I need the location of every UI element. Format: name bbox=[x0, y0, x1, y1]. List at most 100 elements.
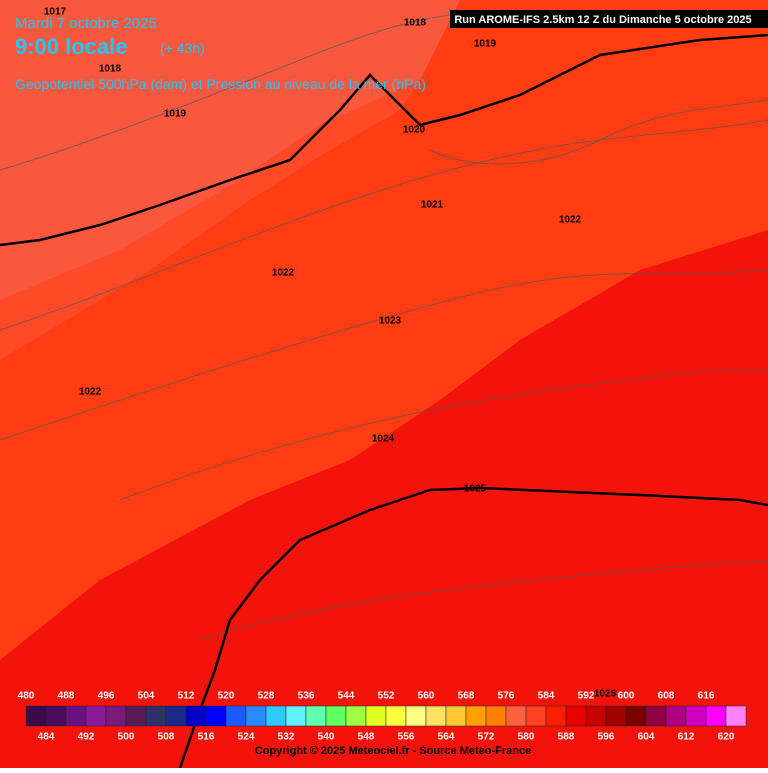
colorbar-label: 536 bbox=[298, 691, 315, 702]
time: 9:00 locale bbox=[15, 34, 128, 59]
field: Geopotentiel 500hPa (dam) et Pression au… bbox=[15, 76, 426, 92]
colorbar-swatch bbox=[405, 705, 427, 727]
colorbar-label: 484 bbox=[38, 732, 55, 743]
copyright: Copyright © 2025 Meteociel.fr - Source M… bbox=[255, 745, 531, 757]
zone-mid bbox=[0, 80, 420, 360]
zone-light bbox=[0, 0, 460, 300]
colorbar-swatch bbox=[145, 705, 167, 727]
colorbar-label: 532 bbox=[278, 732, 295, 743]
contours bbox=[0, 9, 768, 641]
colorbar-swatch bbox=[385, 705, 407, 727]
colorbar-swatch bbox=[205, 705, 227, 727]
isobar-label: 1024 bbox=[372, 434, 395, 445]
colorbar-label: 500 bbox=[118, 732, 135, 743]
colorbar-label: 616 bbox=[698, 691, 715, 702]
colorbar-label: 620 bbox=[718, 732, 735, 743]
colorbar-label: 528 bbox=[258, 691, 275, 702]
colorbar-swatch bbox=[165, 705, 187, 727]
colorbar-swatch bbox=[105, 705, 127, 727]
run-box bbox=[450, 10, 768, 28]
colorbar-swatch bbox=[525, 705, 547, 727]
colorbar-label: 540 bbox=[318, 732, 335, 743]
colorbar-label: 488 bbox=[58, 691, 75, 702]
isobar-label: 1018 bbox=[404, 18, 427, 29]
colorbar-label: 564 bbox=[438, 732, 455, 743]
run: Run AROME-IFS 2.5km 12 Z du Dimanche 5 o… bbox=[454, 14, 751, 26]
colorbar-swatch bbox=[685, 705, 707, 727]
colorbar-swatch bbox=[665, 705, 687, 727]
colorbar-swatch bbox=[365, 705, 387, 727]
colorbar-swatch bbox=[245, 705, 267, 727]
colorbar-swatch bbox=[65, 705, 87, 727]
colorbar-swatch bbox=[225, 705, 247, 727]
colorbar-label: 552 bbox=[378, 691, 395, 702]
colorbar-swatch bbox=[325, 705, 347, 727]
colorbar-swatch bbox=[185, 705, 207, 727]
colorbar-swatch bbox=[85, 705, 107, 727]
isobar-label: 1023 bbox=[379, 316, 402, 327]
isobar-label: 1026 bbox=[594, 689, 617, 700]
colorbar-label: 568 bbox=[458, 691, 475, 702]
colorbar-label: 576 bbox=[498, 691, 515, 702]
colorbar-swatch bbox=[285, 705, 307, 727]
isobar-label: 1017 bbox=[44, 7, 67, 18]
colorbar-label: 588 bbox=[558, 732, 575, 743]
colorbar-label: 520 bbox=[218, 691, 235, 702]
colorbar-swatch bbox=[125, 705, 147, 727]
colorbar-swatch bbox=[725, 705, 747, 727]
colorbar-label: 604 bbox=[638, 732, 655, 743]
colorbar-label: 600 bbox=[618, 691, 635, 702]
colorbar-label: 612 bbox=[678, 732, 695, 743]
colorbar-label: 480 bbox=[18, 691, 35, 702]
colorbar-swatch bbox=[505, 705, 527, 727]
colorbar-label: 524 bbox=[238, 732, 255, 743]
colorbar-label: 496 bbox=[98, 691, 115, 702]
colorbar-swatch bbox=[45, 705, 67, 727]
isobar-label: 1025 bbox=[464, 484, 487, 495]
lead-time: (+ 43h) bbox=[160, 40, 205, 56]
colorbar-label: 508 bbox=[158, 732, 175, 743]
colorbar-swatch bbox=[305, 705, 327, 727]
isobars bbox=[0, 33, 768, 769]
zone-red bbox=[0, 230, 768, 768]
colorbar-swatch bbox=[625, 705, 647, 727]
colorbar-swatch bbox=[705, 705, 727, 727]
colorbar-label: 504 bbox=[138, 691, 155, 702]
colorbar-label: 584 bbox=[538, 691, 555, 702]
colorbar-swatch bbox=[565, 705, 587, 727]
isobar-label: 1020 bbox=[403, 125, 426, 136]
colorbar-swatch bbox=[425, 705, 447, 727]
isobar-label: 1022 bbox=[79, 387, 102, 398]
isobar-label: 1021 bbox=[421, 200, 444, 211]
isobar-label: 1018 bbox=[99, 64, 122, 75]
date: Mardi 7 octobre 2025 bbox=[15, 15, 157, 32]
colorbar-swatch bbox=[545, 705, 567, 727]
colorbar-label: 544 bbox=[338, 691, 355, 702]
colorbar-label: 608 bbox=[658, 691, 675, 702]
colorbar-swatch bbox=[445, 705, 467, 727]
colorbar-label: 516 bbox=[198, 732, 215, 743]
colorbar-swatch bbox=[465, 705, 487, 727]
colorbar-label: 556 bbox=[398, 732, 415, 743]
colorbar-swatch bbox=[265, 705, 287, 727]
colorbar-label: 548 bbox=[358, 732, 375, 743]
colorbar-label: 592 bbox=[578, 691, 595, 702]
colorbar-swatch bbox=[345, 705, 367, 727]
colorbar-label: 580 bbox=[518, 732, 535, 743]
colorbar-label: 572 bbox=[478, 732, 495, 743]
colorbar-label: 512 bbox=[178, 691, 195, 702]
isobar-label: 1022 bbox=[559, 215, 582, 226]
colorbar-label: 560 bbox=[418, 691, 435, 702]
colorbar-swatch bbox=[25, 705, 47, 727]
colorbar-swatch bbox=[585, 705, 607, 727]
colorbar-label: 492 bbox=[78, 732, 95, 743]
colorbar-swatch bbox=[645, 705, 667, 727]
colorbar-swatch bbox=[605, 705, 627, 727]
isobar-label: 1019 bbox=[474, 39, 497, 50]
isobar-label: 1019 bbox=[164, 109, 187, 120]
isobar-label: 1022 bbox=[272, 268, 295, 279]
colorbar-label: 596 bbox=[598, 732, 615, 743]
colorbar-swatch bbox=[485, 705, 507, 727]
